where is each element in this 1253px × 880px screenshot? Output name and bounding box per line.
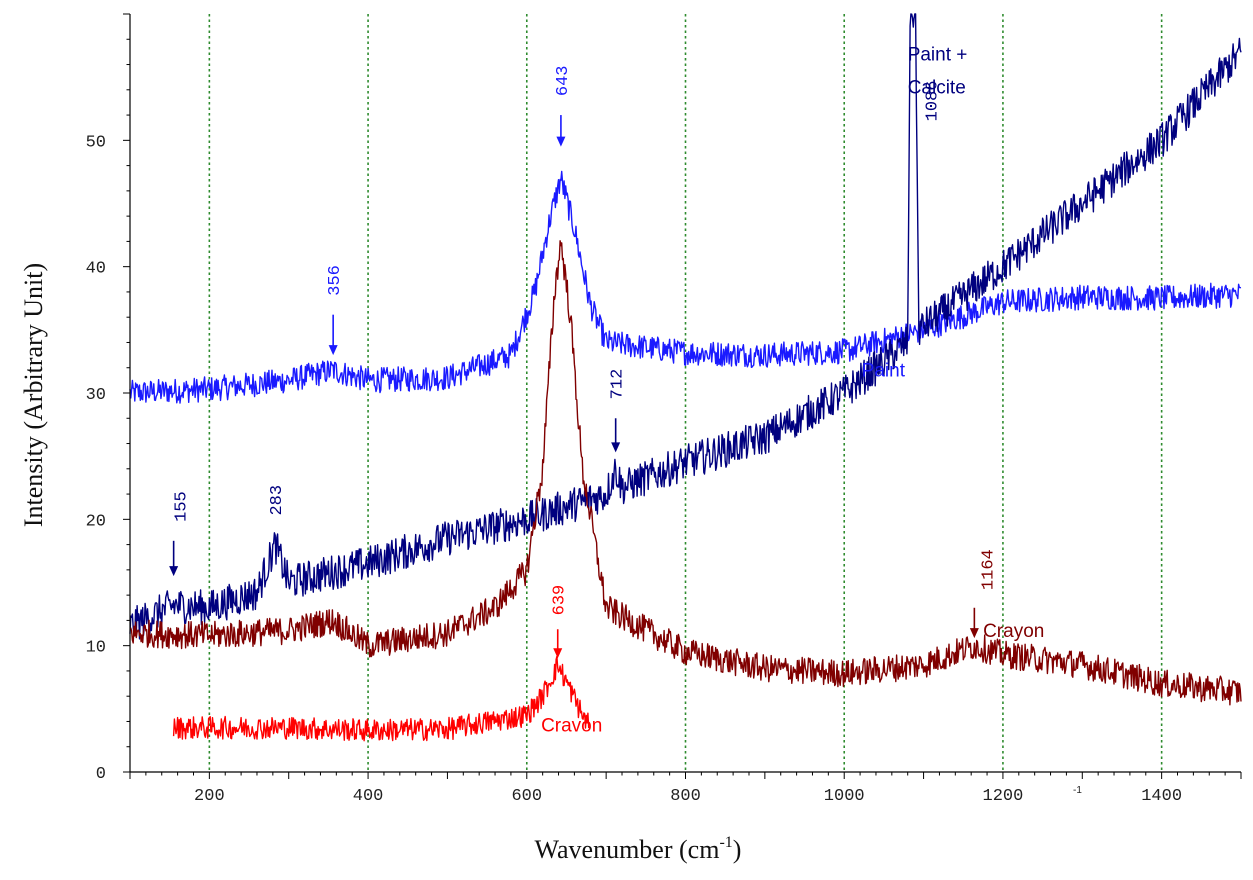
peak-label-1086: 1086 [923,81,942,122]
series-label-text: Calcite [908,78,966,99]
peak-arrow-head-1164 [969,628,979,639]
x-tick-label-600: 600 [511,787,542,806]
peak-label-155: 155 [173,491,192,522]
x-axis-title-main: Wavenumber (cm [535,835,720,864]
x-tick-label-400: 400 [353,787,384,806]
peak-label-1164: 1164 [979,549,998,590]
x-tick-label-1400: 1400 [1141,787,1182,806]
y-tick-label-20: 20 [86,512,106,531]
series-line-cravon [172,655,590,742]
y-tick-label-40: 40 [86,260,106,279]
peak-label-712: 712 [609,369,628,400]
peak-arrow-head-155 [169,566,179,577]
series-label-text: Cravon [541,716,602,737]
peak-annotations: 643 356 1086 712 155 283 639 1164 [169,66,998,659]
y-tick-label-30: 30 [86,386,106,405]
peak-arrow-head-643 [556,136,566,147]
y-axis-title: Intensity (Arbitrary Unit) [19,263,48,527]
y-tick-label-50: 50 [86,133,106,152]
series-lines [129,13,1242,742]
series-line-crayon [129,240,1242,706]
x-tick-label-800: 800 [670,787,701,806]
peak-label-283: 283 [268,485,287,516]
x-tick-label-1000: 1000 [824,787,865,806]
series-label-text: Paint + [908,45,968,66]
series-line-paint [129,170,1242,404]
y-tick-label-10: 10 [86,639,106,658]
peak-label-639: 639 [551,585,570,616]
x-axis-title: Wavenumber (cm-1) [535,834,742,864]
peak-arrow-head-712 [611,442,621,453]
axes: 200 400 600 800 1000 1200 1400 0 10 20 30 40 50 [86,13,1242,806]
x-axis-title-close: ) [733,835,742,864]
x-tick-label-200: 200 [194,787,225,806]
peak-arrow-head-356 [328,345,338,356]
peak-label-356: 356 [326,265,345,296]
series-line-paint-calcite [129,13,1242,640]
series-label-text: Crayon [983,621,1044,642]
x-axis-title-superscript: -1 [719,834,732,851]
y-tick-label-0: 0 [96,765,106,784]
x-tick-label-1200: 1200 [983,787,1024,806]
peak-arrow-head-639 [553,648,563,659]
stray-superscript: -1 [1073,785,1082,796]
series-label-text: Paint [862,361,906,382]
peak-label-643: 643 [554,66,573,97]
series-labels: Paint + Calcite Paint Crayon Cravon [541,45,1044,737]
